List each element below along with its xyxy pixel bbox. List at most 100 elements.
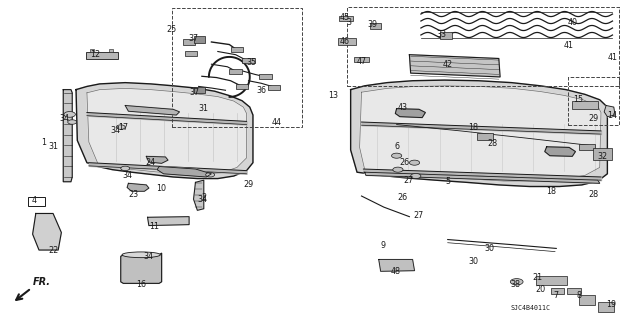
Text: 34: 34 bbox=[198, 195, 207, 204]
Text: 24: 24 bbox=[146, 158, 156, 167]
Ellipse shape bbox=[122, 252, 161, 258]
Bar bbox=[259, 74, 272, 79]
Bar bbox=[193, 87, 205, 93]
Bar bbox=[193, 36, 205, 43]
Polygon shape bbox=[147, 156, 168, 163]
Text: 43: 43 bbox=[398, 103, 408, 112]
Bar bbox=[567, 288, 581, 294]
Polygon shape bbox=[148, 217, 189, 226]
Text: 21: 21 bbox=[532, 272, 542, 281]
Text: 39: 39 bbox=[367, 20, 378, 29]
Bar bbox=[90, 49, 94, 52]
Bar bbox=[86, 52, 118, 59]
Text: 32: 32 bbox=[597, 152, 607, 161]
Polygon shape bbox=[365, 172, 600, 183]
Text: 14: 14 bbox=[607, 111, 618, 120]
Text: 30: 30 bbox=[468, 257, 478, 266]
Bar bbox=[370, 23, 381, 29]
Circle shape bbox=[411, 174, 421, 179]
Text: 18: 18 bbox=[468, 123, 478, 132]
Bar bbox=[230, 48, 243, 52]
Text: 10: 10 bbox=[157, 184, 166, 193]
Bar bbox=[28, 197, 45, 205]
Text: 27: 27 bbox=[414, 211, 424, 219]
Polygon shape bbox=[76, 83, 253, 179]
Text: 37: 37 bbox=[190, 88, 200, 97]
Polygon shape bbox=[379, 260, 415, 271]
Bar bbox=[477, 133, 493, 140]
Polygon shape bbox=[33, 213, 61, 250]
Bar bbox=[338, 38, 356, 45]
Bar bbox=[184, 50, 197, 56]
Text: 35: 35 bbox=[246, 58, 256, 67]
Bar bbox=[182, 40, 195, 45]
Text: 1: 1 bbox=[42, 137, 47, 146]
Circle shape bbox=[510, 278, 523, 285]
Text: 5: 5 bbox=[445, 177, 451, 186]
Polygon shape bbox=[87, 88, 246, 175]
Text: 25: 25 bbox=[166, 25, 177, 34]
Bar bbox=[593, 148, 612, 160]
Text: 40: 40 bbox=[567, 18, 577, 27]
Text: 17: 17 bbox=[118, 123, 129, 132]
Polygon shape bbox=[360, 86, 601, 181]
Bar bbox=[551, 288, 564, 294]
Circle shape bbox=[410, 160, 420, 165]
Bar bbox=[172, 8, 302, 127]
Text: 18: 18 bbox=[546, 187, 556, 196]
Text: 28: 28 bbox=[488, 139, 497, 148]
Text: 6: 6 bbox=[394, 142, 399, 151]
Bar bbox=[572, 101, 598, 109]
Bar bbox=[229, 69, 242, 74]
Polygon shape bbox=[121, 253, 162, 283]
Text: 29: 29 bbox=[588, 114, 598, 123]
Bar bbox=[568, 77, 619, 125]
Text: 22: 22 bbox=[48, 246, 58, 255]
Text: 9: 9 bbox=[380, 241, 385, 250]
Text: 34: 34 bbox=[144, 252, 154, 261]
Polygon shape bbox=[63, 90, 72, 182]
Text: 36: 36 bbox=[256, 86, 266, 95]
Polygon shape bbox=[125, 106, 179, 115]
Text: 27: 27 bbox=[403, 176, 413, 185]
Circle shape bbox=[121, 166, 130, 171]
Polygon shape bbox=[410, 55, 500, 77]
Text: 30: 30 bbox=[484, 244, 494, 253]
Text: SJC4B4011C: SJC4B4011C bbox=[510, 305, 550, 311]
Text: 47: 47 bbox=[356, 57, 367, 66]
Bar bbox=[339, 16, 353, 21]
Text: 42: 42 bbox=[443, 60, 452, 69]
Text: 34: 34 bbox=[122, 171, 132, 180]
Text: 20: 20 bbox=[535, 285, 545, 294]
Text: 4: 4 bbox=[31, 196, 36, 205]
Bar bbox=[242, 58, 255, 63]
Text: 41: 41 bbox=[564, 41, 574, 50]
Text: 33: 33 bbox=[436, 31, 446, 40]
Polygon shape bbox=[157, 167, 211, 177]
Text: 23: 23 bbox=[129, 190, 139, 199]
Text: 28: 28 bbox=[588, 190, 598, 199]
Text: 16: 16 bbox=[136, 280, 146, 289]
Bar bbox=[236, 84, 248, 89]
Text: 11: 11 bbox=[149, 222, 159, 231]
Polygon shape bbox=[545, 147, 575, 156]
Text: 46: 46 bbox=[339, 38, 349, 47]
Text: 3: 3 bbox=[346, 19, 351, 27]
Text: 29: 29 bbox=[243, 181, 253, 189]
Text: 48: 48 bbox=[390, 267, 401, 276]
Text: 8: 8 bbox=[576, 291, 581, 300]
Bar bbox=[598, 302, 614, 312]
Polygon shape bbox=[351, 80, 607, 187]
Bar bbox=[536, 276, 566, 285]
Bar bbox=[440, 32, 452, 40]
Polygon shape bbox=[127, 183, 149, 191]
Text: 34: 34 bbox=[60, 114, 70, 123]
Text: 15: 15 bbox=[573, 95, 584, 104]
Text: 44: 44 bbox=[271, 118, 282, 128]
Circle shape bbox=[393, 167, 403, 172]
Text: 45: 45 bbox=[339, 13, 349, 22]
Text: 31: 31 bbox=[199, 104, 209, 113]
Text: 41: 41 bbox=[607, 53, 618, 62]
Circle shape bbox=[68, 120, 77, 124]
Text: 12: 12 bbox=[90, 50, 100, 59]
